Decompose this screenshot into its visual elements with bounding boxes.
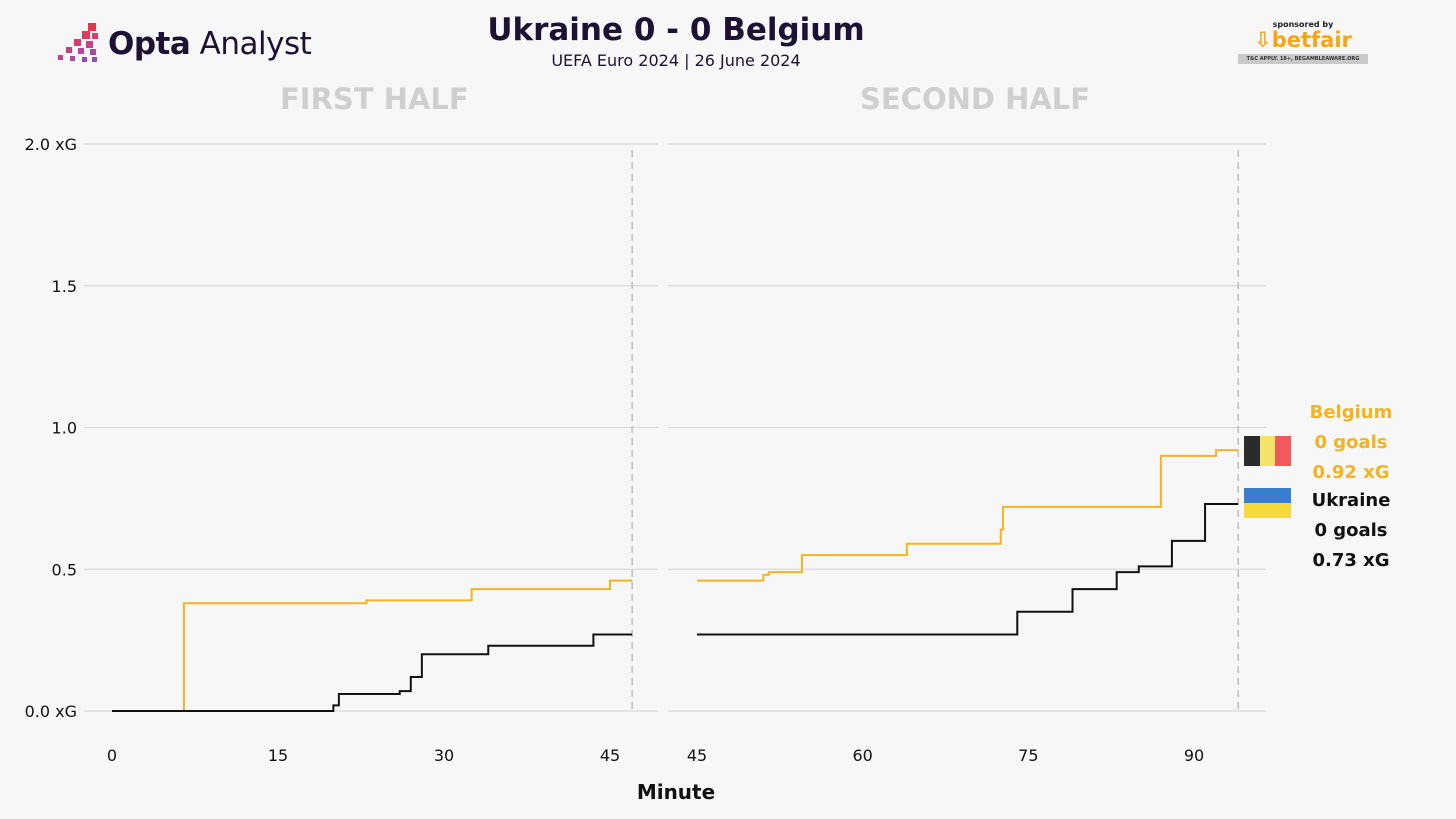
sponsor-by-label: sponsored by [1272,20,1334,29]
x-tick-label: 45 [600,746,620,765]
logo-text-light: Analyst [190,26,312,62]
opta-logo-icon [58,23,98,62]
legend-belgium-name: Belgium [1309,402,1393,423]
x-tick-label: 60 [852,746,872,765]
panel-title-first-half: FIRST HALF [280,82,469,116]
sponsor-terms: T&C APPLY. 18+, BEGAMBLEAWARE.ORG [1238,54,1368,64]
legend-ukraine-goals: 0 goals [1314,520,1388,541]
legend-ukraine: Ukraine 0 goals 0.73 xG [1296,486,1406,576]
betfair-logo: ⇩betfair [1238,29,1368,51]
chart-subtitle: UEFA Euro 2024 | 26 June 2024 [551,51,801,70]
x-tick-label: 90 [1184,746,1204,765]
sponsor-badge: sponsored by ⇩betfair T&C APPLY. 18+, BE… [1238,20,1368,70]
chart-title: Ukraine 0 - 0 Belgium [487,12,865,48]
series-line-ukraine-1 [112,633,633,712]
x-tick-label: 75 [1018,746,1038,765]
series-line-belgium-1 [112,579,633,712]
x-tick-label: 15 [268,746,288,765]
x-axis-title: Minute [636,780,716,804]
y-tick-label: 2.0 xG [25,135,77,154]
series-line-ukraine-2 [697,503,1239,636]
y-tick-label: 1.0 [52,419,77,438]
legend-belgium-xg: 0.92 xG [1312,462,1390,483]
legend-belgium-goals: 0 goals [1314,432,1388,453]
y-tick-label: 0.0 xG [25,702,77,721]
panel-title-second-half: SECOND HALF [860,82,1091,116]
betfair-brand-text: betfair [1271,28,1352,52]
legend-belgium: Belgium 0 goals 0.92 xG [1296,398,1406,488]
opta-analyst-logo: Opta Analyst [56,20,312,68]
betfair-arrow-icon: ⇩ [1254,28,1272,52]
legend-ukraine-xg: 0.73 xG [1312,550,1390,571]
y-tick-label: 0.5 [52,560,77,579]
belgium-flag-icon [1244,436,1292,466]
x-tick-label: 30 [434,746,454,765]
x-tick-label: 45 [687,746,707,765]
series-line-belgium-2 [697,449,1239,582]
x-tick-label: 0 [107,746,117,765]
legend-ukraine-name: Ukraine [1311,490,1391,511]
logo-text-bold: Opta [108,26,191,62]
ukraine-flag-icon [1244,488,1291,518]
y-tick-label: 1.5 [52,277,77,296]
